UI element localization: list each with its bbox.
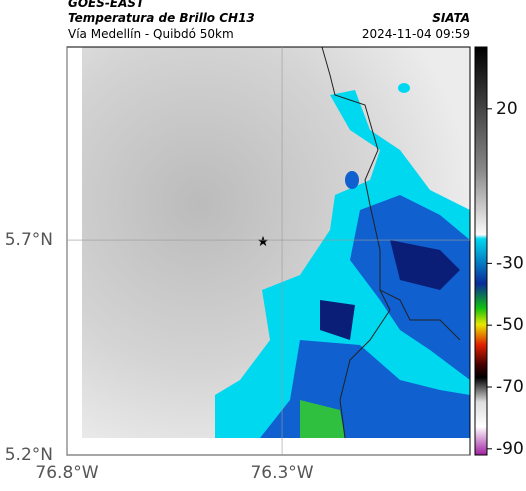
subtitle: Vía Medellín - Quibdó 50km [68, 27, 234, 41]
org: SIATA [432, 11, 470, 25]
colorbar-tick-label: -70 [496, 377, 524, 397]
x-tick-label: 76.3°W [250, 463, 313, 483]
y-tick-label: 5.2°N [5, 445, 53, 465]
timestamp: 2024-11-04 09:59 [362, 27, 470, 41]
colorbar-tick-label: -50 [496, 315, 524, 335]
colorbar-tick-label: -30 [496, 253, 524, 273]
ticks: 76.8°W 76.3°W 5.7°N 5.2°N 20 -30 -50 -70 -90 [5, 47, 524, 483]
imagery: ★ [82, 46, 470, 439]
y-tick-label: 5.7°N [5, 230, 53, 250]
colorbar [474, 46, 488, 456]
source: GOES-EAST [68, 0, 145, 10]
x-tick-label: 76.8°W [35, 463, 98, 483]
colorbar-tick-label: -90 [496, 439, 524, 459]
svg-text:★: ★ [257, 234, 270, 250]
title: Temperatura de Brillo CH13 [68, 11, 255, 25]
colorbar-tick-label: 20 [496, 99, 518, 119]
